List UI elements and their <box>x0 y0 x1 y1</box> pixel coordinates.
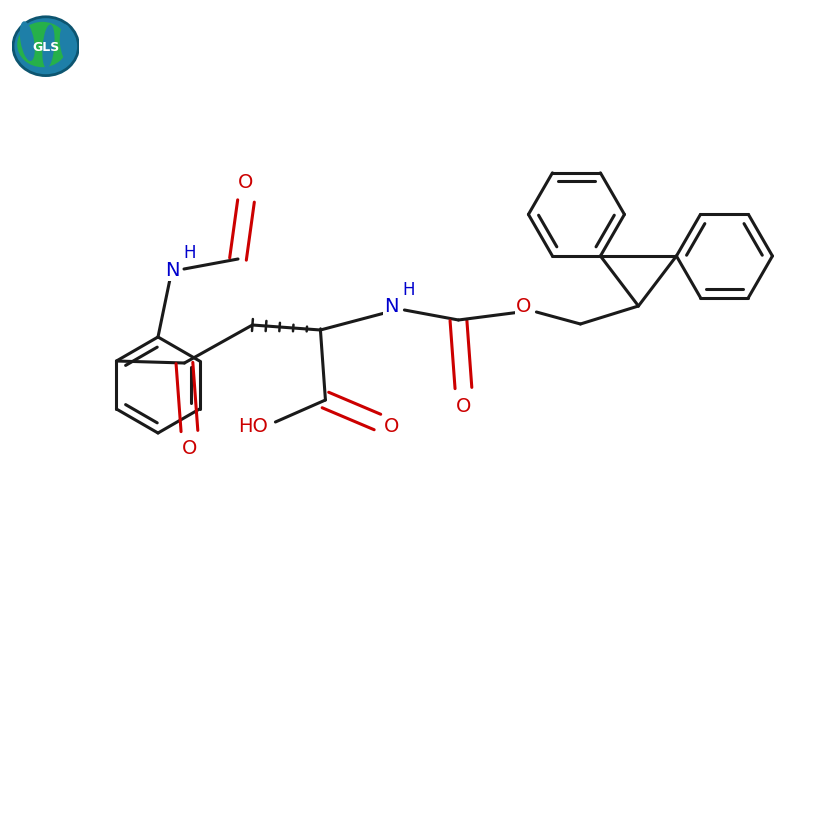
Text: H: H <box>402 281 415 299</box>
Text: N: N <box>165 261 179 281</box>
Text: H: H <box>184 244 197 262</box>
Text: O: O <box>516 297 531 317</box>
Text: O: O <box>384 417 399 437</box>
Text: N: N <box>384 297 399 317</box>
Text: O: O <box>456 396 471 416</box>
Text: HO: HO <box>239 417 268 437</box>
Text: O: O <box>181 439 197 459</box>
Text: O: O <box>239 174 254 192</box>
